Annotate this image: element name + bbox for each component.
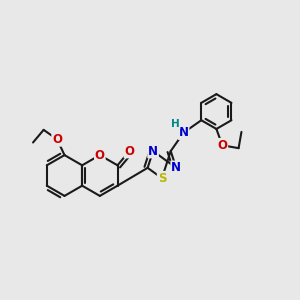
- Text: O: O: [217, 139, 227, 152]
- Text: S: S: [158, 172, 166, 185]
- Text: O: O: [95, 148, 105, 162]
- Text: O: O: [52, 133, 62, 146]
- Text: N: N: [178, 126, 189, 139]
- Text: N: N: [148, 145, 158, 158]
- Text: N: N: [171, 161, 181, 174]
- Text: H: H: [171, 118, 180, 129]
- Text: O: O: [124, 145, 134, 158]
